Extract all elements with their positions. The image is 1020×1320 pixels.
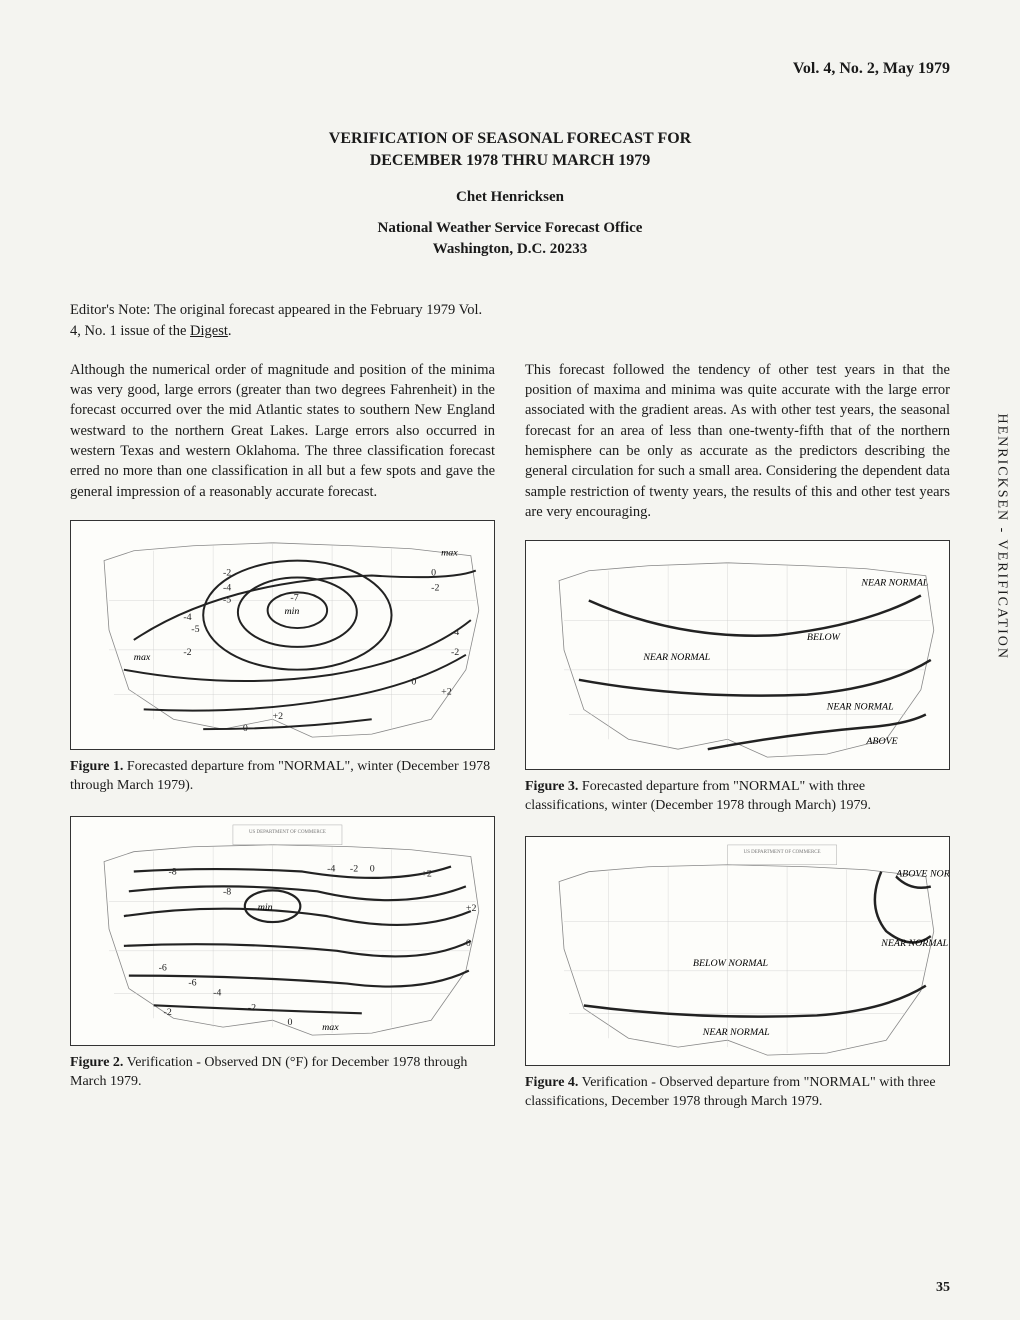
issue-header: Vol. 4, No. 2, May 1979 bbox=[70, 60, 950, 78]
right-paragraph: This forecast followed the tendency of o… bbox=[525, 360, 950, 522]
fig4-header: US DEPARTMENT OF COMMERCE bbox=[744, 850, 821, 855]
affiliation-line1: National Weather Service Forecast Office bbox=[70, 218, 950, 239]
figure-2-caption-text: Verification - Observed DN (°F) for Dece… bbox=[70, 1055, 467, 1089]
svg-text:-8: -8 bbox=[169, 866, 177, 877]
svg-text:0: 0 bbox=[431, 567, 436, 578]
svg-text:-2: -2 bbox=[350, 863, 358, 874]
svg-text:+2: +2 bbox=[441, 686, 452, 697]
editor-note: Editor's Note: The original forecast app… bbox=[70, 300, 492, 342]
side-label: HENRICKSEN - VERIFICATION bbox=[994, 413, 1010, 660]
figure-3-label: Figure 3. bbox=[525, 779, 578, 794]
figure-2-svg: US DEPARTMENT OF COMMERCE bbox=[71, 817, 494, 1045]
figure-1-svg: max max min -2-4-5 -4-5 -7 -2 0-2 -4-2 +… bbox=[71, 521, 494, 749]
fig2-max-label: max bbox=[322, 1022, 339, 1033]
fig4-near1: NEAR NORMAL bbox=[880, 938, 948, 949]
figure-1: max max min -2-4-5 -4-5 -7 -2 0-2 -4-2 +… bbox=[70, 520, 495, 750]
svg-text:+2: +2 bbox=[421, 868, 432, 879]
svg-text:-6: -6 bbox=[188, 977, 196, 988]
svg-text:-2: -2 bbox=[248, 1002, 256, 1013]
figure-4: US DEPARTMENT OF COMMERCE BELOW NORMAL N… bbox=[525, 836, 950, 1066]
svg-text:+2: +2 bbox=[466, 903, 477, 914]
affiliation-line2: Washington, D.C. 20233 bbox=[70, 239, 950, 260]
paper-title-line1: VERIFICATION OF SEASONAL FORECAST FOR bbox=[70, 128, 950, 150]
fig1-max-label: max bbox=[134, 652, 151, 663]
fig2-header: US DEPARTMENT OF COMMERCE bbox=[249, 830, 326, 835]
page-number: 35 bbox=[936, 1280, 950, 1296]
figure-3: NEAR NORMAL NEAR NORMAL BELOW NEAR NORMA… bbox=[525, 540, 950, 770]
editor-note-text: Editor's Note: The original forecast app… bbox=[70, 302, 482, 339]
svg-text:-4: -4 bbox=[213, 987, 221, 998]
svg-text:-4: -4 bbox=[223, 582, 231, 593]
figure-3-caption: Figure 3. Forecasted departure from "NOR… bbox=[525, 778, 950, 816]
figure-4-caption: Figure 4. Verification - Observed depart… bbox=[525, 1074, 950, 1112]
svg-text:0: 0 bbox=[370, 863, 375, 874]
title-block: VERIFICATION OF SEASONAL FORECAST FOR DE… bbox=[70, 128, 950, 260]
svg-text:-4: -4 bbox=[451, 627, 459, 638]
fig3-above: ABOVE bbox=[865, 736, 897, 747]
fig3-below: BELOW bbox=[807, 632, 841, 643]
svg-text:-8: -8 bbox=[223, 886, 231, 897]
figure-2-label: Figure 2. bbox=[70, 1055, 123, 1070]
figure-4-svg: US DEPARTMENT OF COMMERCE BELOW NORMAL N… bbox=[526, 837, 949, 1065]
svg-text:-7: -7 bbox=[290, 592, 298, 603]
svg-text:-5: -5 bbox=[223, 594, 231, 605]
paper-title-line2: DECEMBER 1978 THRU MARCH 1979 bbox=[70, 150, 950, 172]
figure-3-svg: NEAR NORMAL NEAR NORMAL BELOW NEAR NORMA… bbox=[526, 541, 949, 769]
svg-text:0: 0 bbox=[411, 676, 416, 687]
left-paragraph: Although the numerical order of magnitud… bbox=[70, 360, 495, 502]
svg-text:-5: -5 bbox=[191, 624, 199, 635]
svg-text:-2: -2 bbox=[451, 647, 459, 658]
figure-2: US DEPARTMENT OF COMMERCE bbox=[70, 816, 495, 1046]
fig4-near2: NEAR NORMAL bbox=[702, 1027, 770, 1038]
right-column: This forecast followed the tendency of o… bbox=[525, 360, 950, 1126]
svg-text:-2: -2 bbox=[183, 647, 191, 658]
figure-1-caption: Figure 1. Forecasted departure from "NOR… bbox=[70, 758, 495, 796]
author: Chet Henricksen bbox=[70, 189, 950, 206]
svg-text:0: 0 bbox=[287, 1017, 292, 1028]
affiliation: National Weather Service Forecast Office… bbox=[70, 218, 950, 260]
figure-4-caption-text: Verification - Observed departure from "… bbox=[525, 1075, 936, 1109]
figure-1-label: Figure 1. bbox=[70, 759, 123, 774]
fig2-min-label: min bbox=[258, 902, 273, 913]
figure-4-label: Figure 4. bbox=[525, 1075, 578, 1090]
fig3-near1: NEAR NORMAL bbox=[860, 578, 928, 589]
svg-text:0: 0 bbox=[466, 938, 471, 949]
fig3-near2: NEAR NORMAL bbox=[642, 652, 710, 663]
svg-text:-2: -2 bbox=[431, 582, 439, 593]
left-column: Although the numerical order of magnitud… bbox=[70, 360, 495, 1126]
fig3-near3: NEAR NORMAL bbox=[826, 702, 894, 713]
svg-text:+2: +2 bbox=[273, 711, 284, 722]
svg-text:0: 0 bbox=[243, 723, 248, 734]
svg-text:-6: -6 bbox=[159, 962, 167, 973]
fig4-below: BELOW NORMAL bbox=[693, 958, 769, 969]
editor-note-link: Digest bbox=[190, 323, 228, 339]
two-column-layout: Although the numerical order of magnitud… bbox=[70, 360, 950, 1126]
svg-text:-4: -4 bbox=[183, 612, 191, 623]
fig4-above: ABOVE NORMAL bbox=[895, 869, 949, 880]
svg-text:-2: -2 bbox=[223, 567, 231, 578]
figure-1-caption-text: Forecasted departure from "NORMAL", wint… bbox=[70, 759, 490, 793]
figure-2-caption: Figure 2. Verification - Observed DN (°F… bbox=[70, 1054, 495, 1092]
svg-text:-4: -4 bbox=[327, 863, 335, 874]
svg-text:-2: -2 bbox=[164, 1007, 172, 1018]
editor-note-suffix: . bbox=[228, 323, 232, 339]
fig1-max2-label: max bbox=[441, 548, 458, 559]
fig1-min-label: min bbox=[284, 606, 299, 617]
